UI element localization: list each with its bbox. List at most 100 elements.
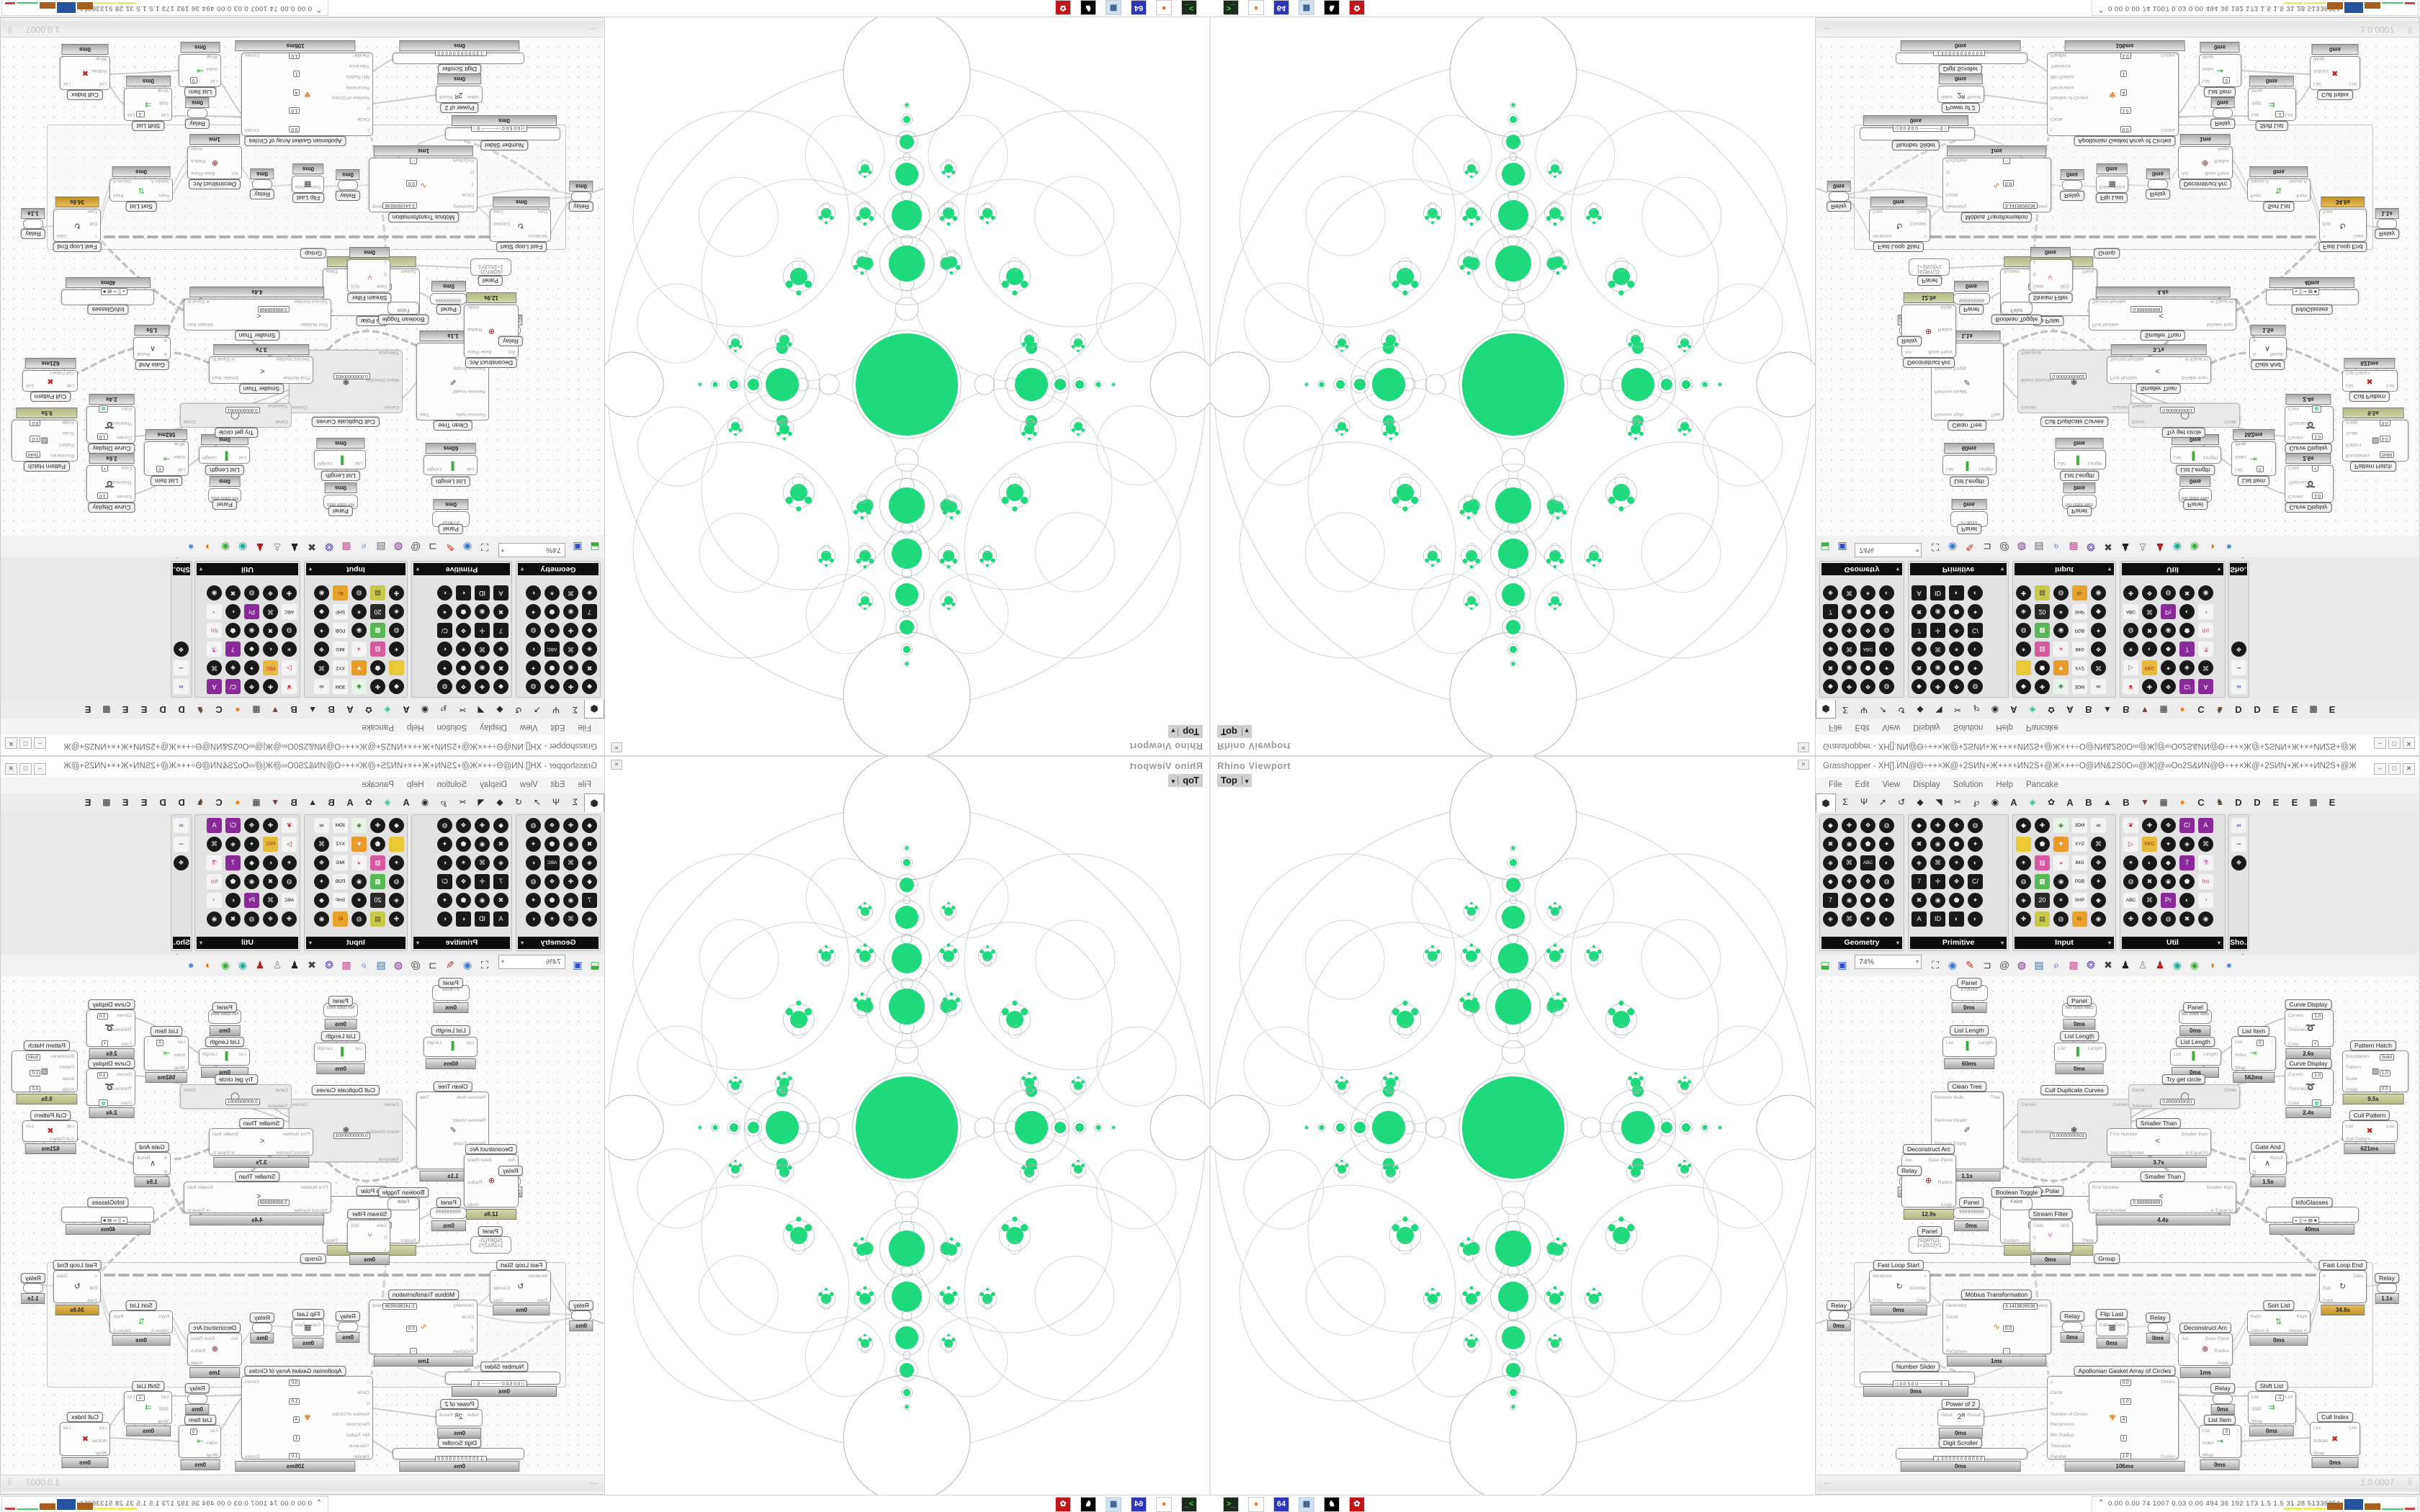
rhino-viewport-close-icon[interactable]: ✕ — [1798, 760, 1809, 770]
input-port[interactable]: A — [2253, 351, 2257, 356]
node-stream-filter[interactable]: Gate 0 1 S(0) ⑂ — [2030, 1220, 2073, 1253]
input-port[interactable]: Gate — [2033, 1223, 2044, 1228]
value-box[interactable]: 1.0 — [2312, 433, 2323, 440]
component-icon-a[interactable]: A — [2198, 679, 2213, 694]
value-box[interactable]: 1.0 — [289, 107, 300, 114]
node-panel-value[interactable]: 999999999 — [430, 293, 467, 305]
maximize-button[interactable]: □ — [2388, 763, 2401, 775]
output-port[interactable]: Tree — [1990, 412, 2000, 417]
category-tab-11[interactable]: ◈ — [384, 797, 391, 807]
menu-item-view[interactable]: View — [519, 780, 538, 789]
component-icon-img[interactable]: IMG — [333, 642, 348, 657]
category-tab-21[interactable]: ♞ — [2215, 797, 2224, 807]
input-port[interactable]: Wrap — [95, 1451, 107, 1456]
component-icon[interactable]: ◉ — [475, 893, 490, 908]
at-icon[interactable]: @ — [1999, 541, 2010, 553]
pawn-white-icon[interactable]: ♙ — [2138, 959, 2148, 971]
category-tab-16[interactable]: B — [2123, 704, 2130, 715]
input-port[interactable]: List — [99, 1426, 107, 1431]
component-icon[interactable]: ✶ — [1860, 585, 1876, 600]
component-icon[interactable]: ◈ — [1823, 912, 1838, 927]
input-port[interactable]: Recursions — [2051, 1422, 2074, 1428]
category-tab-27[interactable]: E — [84, 704, 91, 715]
node-curve-display[interactable]: Curves Thickness Color ➰ 1.0 ▪ — [86, 465, 135, 503]
input-port[interactable]: Circle — [357, 117, 369, 122]
node-value[interactable]: ◒ ▒ ∞ ▤ ♣ — [2293, 288, 2319, 295]
component-icon[interactable]: ◍ — [437, 818, 452, 833]
component-icon[interactable]: ✶ — [544, 912, 560, 927]
grasshopper-title-bar[interactable]: Grasshopper - XH[].ИN@Θ÷++×Ж@+2SИN+Ж++×+… — [1816, 757, 2419, 778]
input-port[interactable]: Arc — [1905, 1158, 1912, 1163]
node-pattern-hatch[interactable]: Boundaries Pattern Scale Angle ▨ Solid 1.0 0.0 — [2342, 1050, 2408, 1092]
component-icon[interactable]: ◐ — [1879, 855, 1894, 870]
output-port[interactable]: i — [2236, 1428, 2238, 1434]
output-port[interactable]: Result — [137, 351, 151, 356]
category-tab-27[interactable]: E — [84, 797, 91, 808]
component-icon[interactable]: ✚ — [2123, 585, 2138, 600]
input-port[interactable]: Parallel — [2051, 1454, 2066, 1459]
value-box[interactable]: 1 — [2120, 1434, 2128, 1441]
component-icon-◈[interactable]: ◈ — [351, 818, 367, 833]
input-port[interactable]: List — [161, 112, 169, 117]
save-file-icon[interactable]: ▣ — [1837, 959, 1847, 971]
input-port[interactable]: System — [2004, 269, 2020, 274]
zoom-level-combo[interactable]: 74% ▾ — [498, 543, 565, 557]
input-port[interactable]: Index — [2235, 1053, 2246, 1058]
component-icon-abc[interactable]: ABC — [282, 893, 297, 908]
gha-globe-icon[interactable]: ◍ — [393, 541, 403, 553]
node-value[interactable]: 0.999999999 — [257, 1200, 290, 1206]
component-icon[interactable]: ⌘ — [263, 893, 278, 908]
node-curve-display[interactable]: Curves Thickness Color ➰ 1.0 ▩ — [86, 405, 135, 444]
category-tab-13[interactable]: A — [2066, 797, 2074, 808]
component-icon-∞[interactable]: ∞ — [314, 679, 329, 694]
zoom-fit-icon[interactable]: ⛶ — [481, 541, 488, 553]
component-icon[interactable]: ◆ — [2016, 679, 2031, 694]
ball-orange-icon[interactable]: ◑ — [205, 541, 212, 553]
component-icon[interactable]: ◆ — [1823, 874, 1838, 889]
category-tab-6[interactable]: ◥ — [1935, 705, 1942, 715]
input-port[interactable]: Curve — [2132, 1088, 2145, 1093]
save-file-icon[interactable]: ▣ — [573, 541, 583, 553]
input-port[interactable]: Second Number — [2092, 1208, 2126, 1213]
node-value[interactable]: ◒ ▒ ∞ ▤ ♣ — [101, 1217, 127, 1224]
output-port[interactable]: Base Plane — [2205, 171, 2229, 176]
component-icon[interactable]: ✚ — [2142, 818, 2157, 833]
category-tab-14[interactable]: B — [328, 797, 335, 808]
node-flip-last[interactable]: Data Data ▦ — [2096, 1319, 2128, 1336]
input-port[interactable]: Color — [120, 1101, 132, 1106]
component-icon-c/[interactable]: C/ — [1968, 623, 1983, 638]
input-port[interactable]: T — [1946, 181, 1949, 186]
node-stream-filter[interactable]: Gate 0 1 S(0) ⑂ — [2030, 259, 2073, 292]
node-panel-value[interactable]: False — [2001, 302, 2033, 315]
category-tab-5[interactable]: ◆ — [496, 705, 503, 715]
input-port[interactable]: Color — [2288, 1101, 2300, 1106]
input-port[interactable]: Shift — [158, 1407, 169, 1412]
component-icon[interactable]: ◈ — [2016, 604, 2031, 619]
value-box[interactable]: 0 — [2223, 1428, 2231, 1435]
component-icon[interactable]: ◈ — [225, 837, 241, 852]
output-port[interactable]: … or Equal to — [187, 1208, 216, 1213]
output-port[interactable]: Tree — [1990, 1095, 2000, 1100]
node-list-length[interactable]: List Length ▌ — [2170, 446, 2221, 464]
minimize-button[interactable]: – — [2374, 763, 2386, 775]
input-port[interactable]: Color — [120, 1042, 132, 1047]
open-file-icon[interactable]: ⬓ — [590, 959, 600, 971]
input-port[interactable]: Remove Invalid — [1935, 389, 1967, 394]
category-tab-20[interactable]: C — [2197, 704, 2205, 715]
component-icon-❦[interactable]: ❦ — [2123, 679, 2138, 694]
component-icon[interactable]: ◉ — [2053, 874, 2069, 889]
input-port[interactable]: Remove Invalid — [1935, 1118, 1967, 1123]
component-icon-✛[interactable]: ✛ — [475, 874, 490, 889]
component-icon[interactable]: ✚ — [1842, 623, 1857, 638]
input-port[interactable]: Tolerance — [349, 63, 369, 68]
component-icon[interactable]: ✦ — [244, 837, 259, 852]
node-power-of-2[interactable]: Value Result 2ᴿ — [436, 86, 483, 103]
component-icon[interactable]: ◆ — [389, 818, 404, 833]
component-icon[interactable]: ◈ — [2016, 893, 2031, 908]
gift-icon[interactable]: ▩ — [341, 959, 351, 971]
component-icon-f(x)[interactable]: f(x) — [2198, 874, 2213, 889]
output-port[interactable]: Smaller than — [2206, 1185, 2233, 1190]
component-icon[interactable]: ◉ — [2161, 623, 2176, 638]
component-icon-◐[interactable]: ◐ — [456, 912, 471, 927]
input-port[interactable]: List — [2313, 1426, 2321, 1431]
